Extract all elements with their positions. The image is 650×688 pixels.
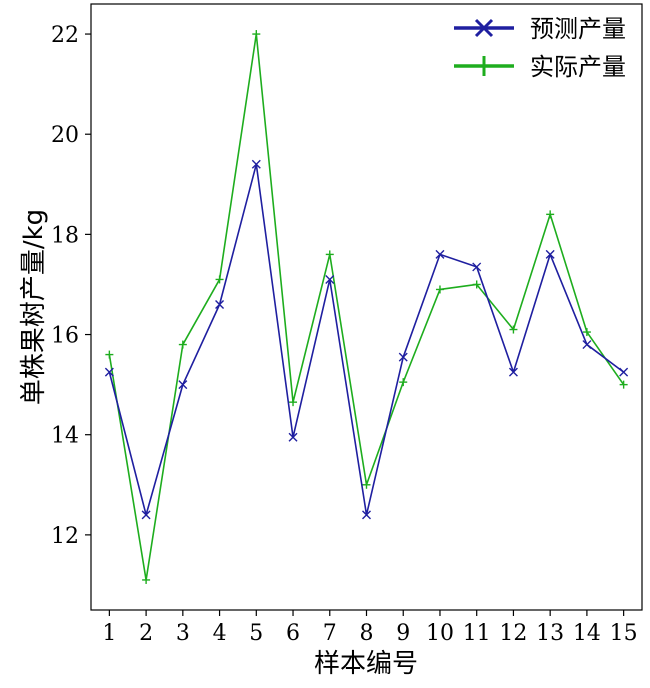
- x-tick-label: 13: [536, 621, 564, 646]
- predicted-data-point: [398, 352, 408, 362]
- predicted-data-point: [545, 249, 555, 259]
- predicted-data-point: [251, 159, 261, 169]
- x-tick-label: 11: [463, 621, 491, 646]
- plot-frame: [90, 3, 643, 611]
- actual-data-point: [252, 30, 261, 39]
- predicted-data-point: [508, 367, 518, 377]
- x-tick-label: 3: [176, 621, 190, 646]
- actual-data-point: [435, 285, 444, 294]
- x-tick-label: 6: [286, 621, 300, 646]
- actual-data-point: [619, 380, 628, 389]
- actual-series-line: [108, 33, 625, 581]
- actual-data-point: [509, 325, 518, 334]
- legend-label: 实际产量: [530, 53, 626, 81]
- legend-item-predicted: 预测产量: [454, 15, 626, 43]
- y-tick-label: 20: [51, 123, 79, 148]
- y-tick-label: 18: [51, 223, 79, 248]
- x-tick-label: 2: [139, 621, 153, 646]
- x-tick-label: 1: [102, 621, 116, 646]
- actual-data-point: [142, 575, 151, 584]
- x-tick-label: 7: [323, 621, 337, 646]
- predicted-data-point: [215, 300, 225, 309]
- actual-data-point: [215, 275, 224, 284]
- x-tick-label: 5: [249, 621, 263, 646]
- actual-data-point: [178, 340, 187, 349]
- actual-data-point: [325, 250, 334, 259]
- series-layer: [104, 30, 629, 584]
- predicted-data-point: [362, 510, 371, 520]
- predicted-data-point: [104, 367, 114, 377]
- legend-item-actual: 实际产量: [454, 53, 626, 81]
- legend-marker: [474, 56, 494, 76]
- legend-label: 预测产量: [530, 15, 626, 43]
- actual-data-point: [546, 210, 555, 219]
- y-tick-label: 22: [51, 23, 79, 48]
- predicted-data-point: [619, 367, 629, 377]
- x-tick-label: 9: [396, 621, 410, 646]
- actual-data-point: [472, 280, 481, 289]
- x-tick-label: 8: [360, 621, 374, 646]
- y-tick-label: 16: [51, 324, 79, 349]
- y-tick-label: 12: [51, 524, 79, 549]
- x-tick-label: 14: [573, 621, 601, 646]
- actual-data-point: [399, 378, 408, 387]
- x-axis-title: 样本编号: [314, 649, 418, 679]
- y-axis-title: 单株果树产量/kg: [19, 209, 49, 405]
- predicted-data-point: [582, 340, 592, 350]
- predicted-data-point: [325, 274, 335, 284]
- actual-data-point: [105, 350, 114, 359]
- predicted-data-point: [288, 432, 298, 442]
- predicted-data-point: [472, 262, 482, 272]
- predicted-data-point: [141, 510, 151, 520]
- x-tick-label: 4: [213, 621, 227, 646]
- actual-data-point: [289, 398, 298, 407]
- y-tick-label: 14: [51, 424, 79, 449]
- x-tick-label: 12: [499, 621, 527, 646]
- legend-marker: [474, 18, 494, 38]
- actual-data-point: [582, 328, 591, 337]
- x-tick-label: 10: [426, 621, 454, 646]
- x-tick-label: 15: [610, 621, 638, 646]
- predicted-data-point: [178, 380, 188, 390]
- predicted-data-point: [435, 249, 445, 259]
- actual-data-point: [362, 480, 371, 489]
